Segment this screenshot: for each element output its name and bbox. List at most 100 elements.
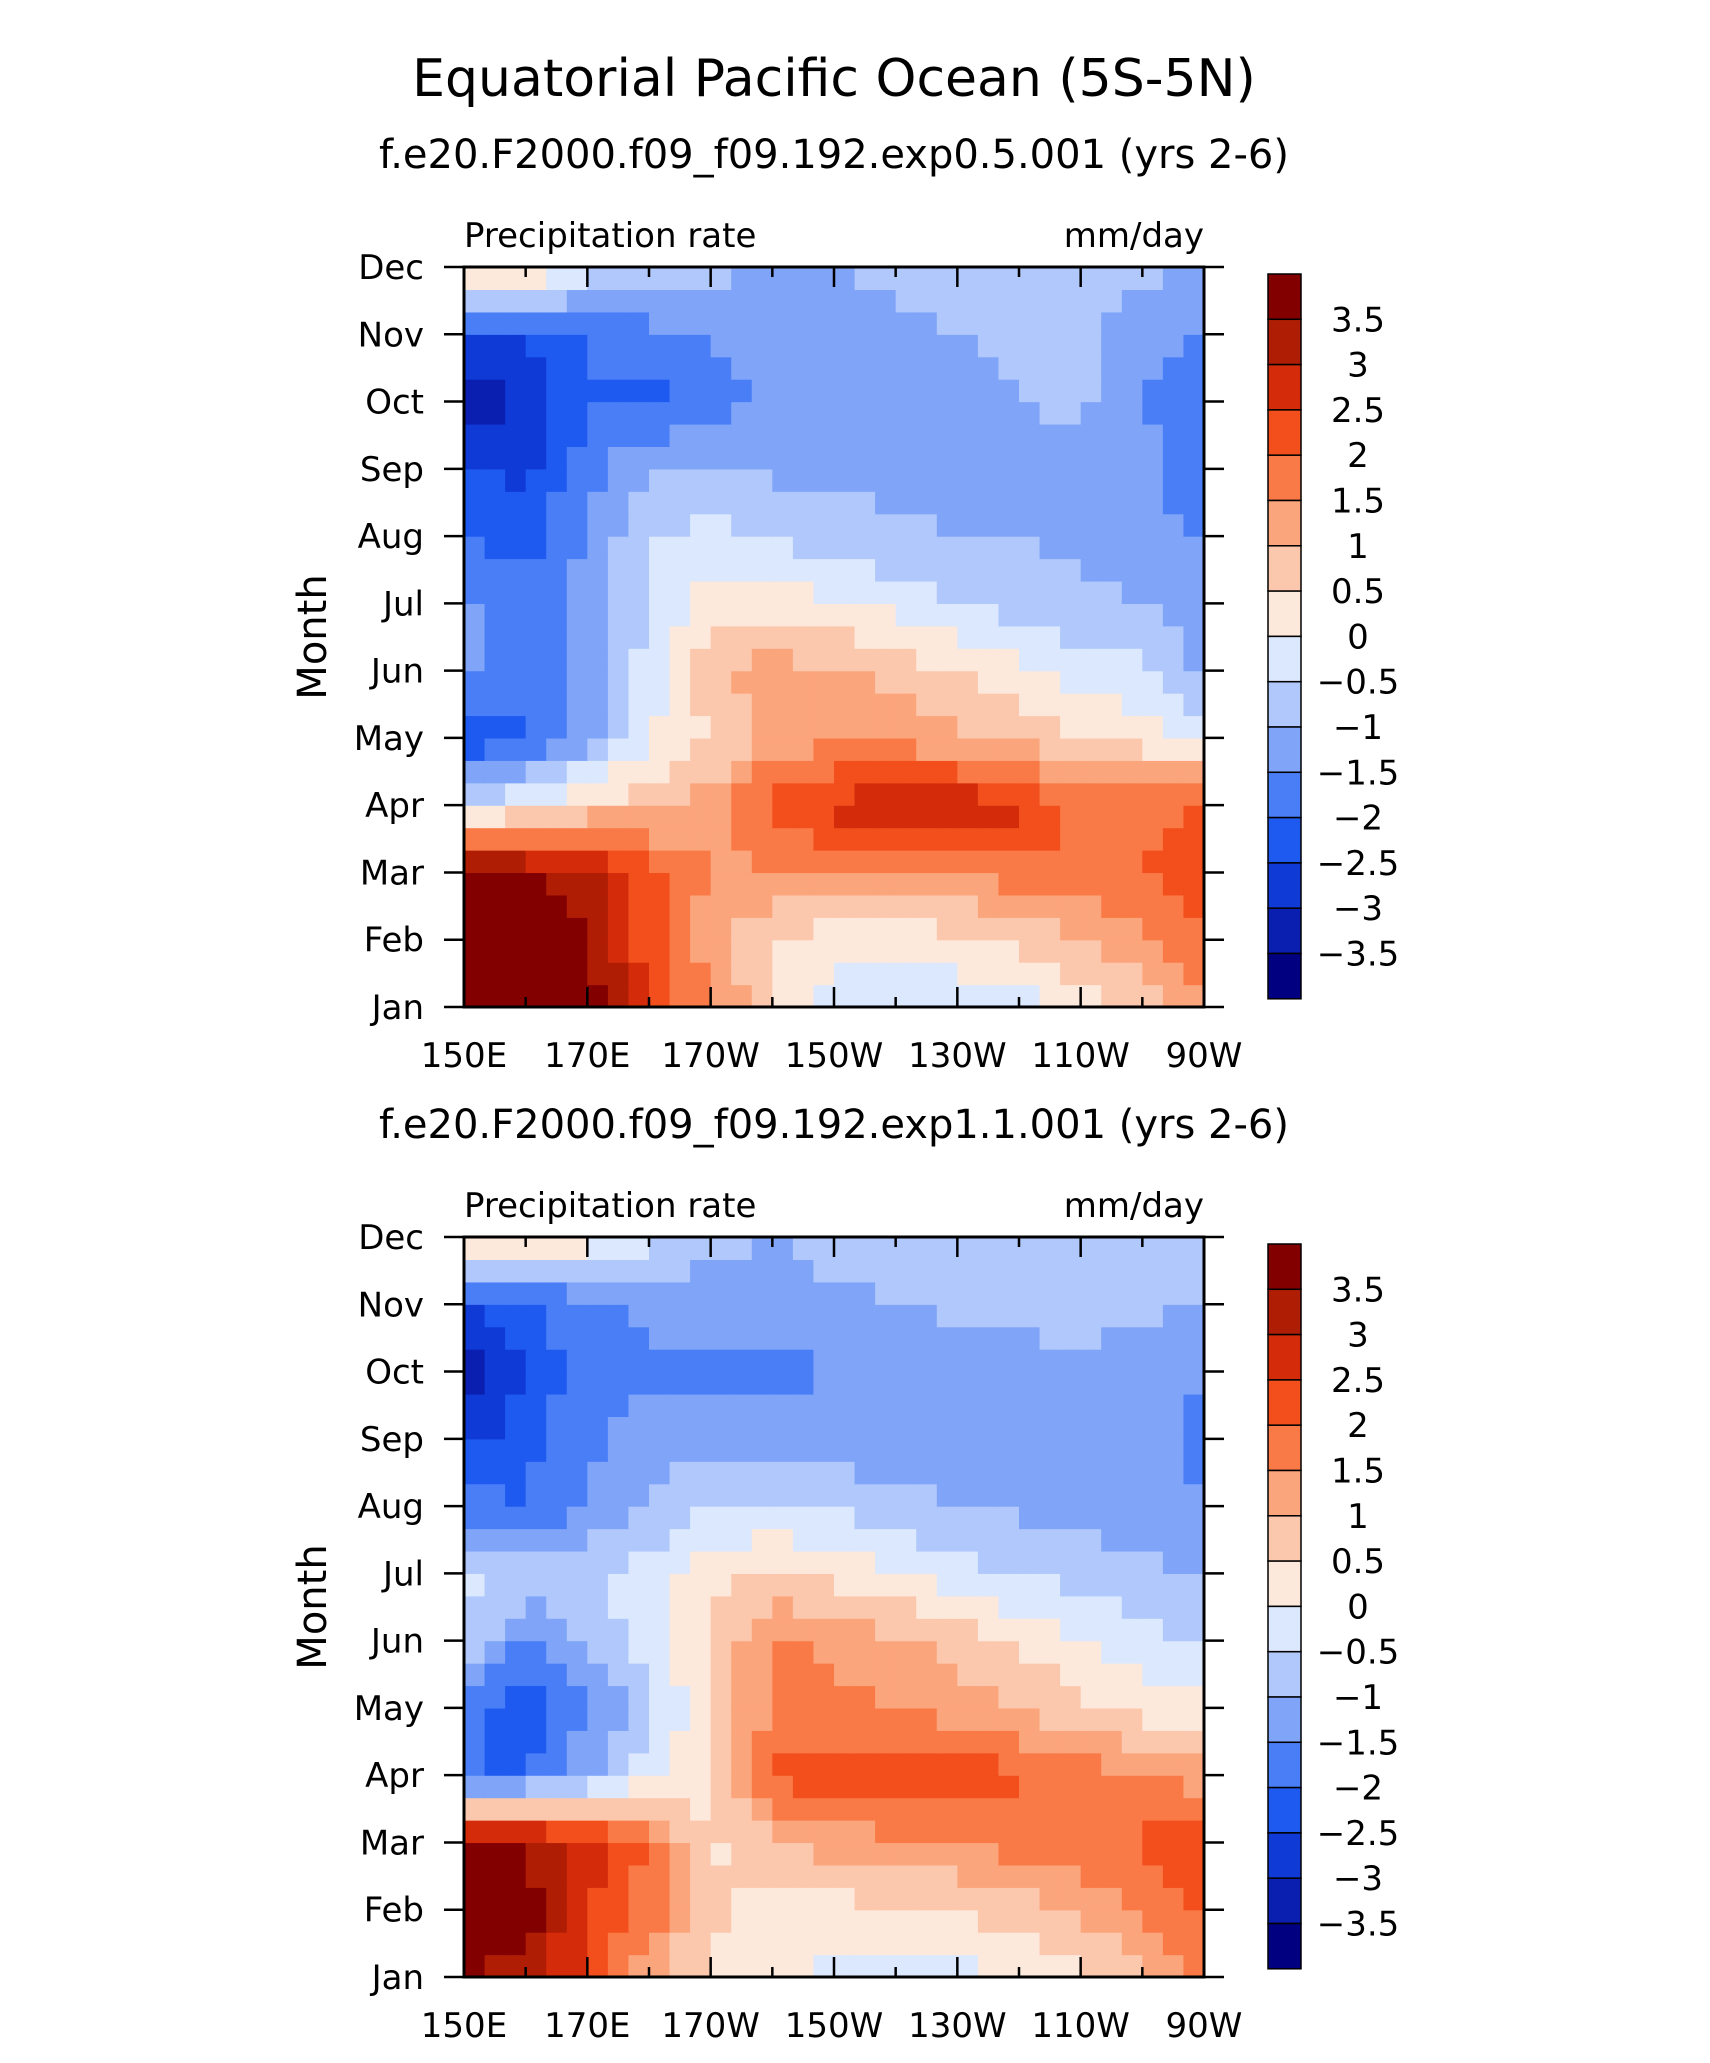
field-cell: [505, 468, 527, 492]
field-cell: [916, 962, 938, 986]
field-cell: [936, 1393, 958, 1417]
field-cell: [587, 1528, 609, 1552]
field-cell: [895, 962, 917, 986]
field-cell: [998, 715, 1020, 739]
field-cell: [587, 1685, 609, 1709]
field-cell: [1101, 334, 1123, 358]
field-cell: [936, 760, 958, 784]
field-cell: [731, 1775, 753, 1799]
field-cell: [1162, 1752, 1185, 1776]
field-cell: [792, 1707, 815, 1731]
field-cell: [977, 1797, 1000, 1821]
field-cell: [916, 1618, 938, 1642]
field-cell: [792, 468, 815, 492]
field-cell: [566, 805, 588, 829]
field-cell: [957, 1887, 979, 1911]
field-cell: [792, 939, 815, 963]
field-cell: [977, 1483, 1000, 1507]
field-cell: [525, 1259, 547, 1283]
field-cell: [772, 1909, 794, 1933]
field-cell: [751, 1752, 773, 1776]
field-cell: [1039, 715, 1061, 739]
field-cell: [546, 423, 568, 447]
field-cell: [587, 1887, 609, 1911]
field-cell: [875, 1685, 897, 1709]
x-tick-label: 170E: [544, 2006, 630, 2046]
field-cell: [484, 1393, 506, 1417]
field-cell: [936, 894, 958, 918]
field-cell: [464, 1685, 486, 1709]
field-cell: [875, 1393, 897, 1417]
field-cell: [957, 1506, 979, 1530]
field-cell: [813, 1595, 835, 1619]
field-cell: [1080, 648, 1102, 672]
field-cell: [587, 1326, 609, 1350]
field-cell: [649, 289, 671, 313]
field-cell: [834, 1595, 856, 1619]
field-cell: [834, 1730, 856, 1754]
field-cell: [690, 715, 712, 739]
field-cell: [484, 760, 506, 784]
field-cell: [977, 468, 1000, 492]
field-cell: [1142, 782, 1164, 806]
field-cell: [587, 1393, 609, 1417]
field-cell: [566, 1237, 588, 1261]
field-cell: [1019, 894, 1041, 918]
field-cell: [1183, 423, 1205, 447]
field-cell: [1101, 1909, 1123, 1933]
field-cell: [998, 491, 1020, 515]
field-cell: [649, 446, 671, 470]
field-cell: [525, 827, 547, 851]
field-cell: [525, 1528, 547, 1552]
field-cell: [505, 1281, 527, 1305]
field-cell: [566, 984, 588, 1008]
field-cell: [957, 962, 979, 986]
field-cell: [875, 513, 897, 537]
field-cell: [1080, 737, 1102, 761]
field-cell: [834, 491, 856, 515]
colorbar-label: −0.5: [1317, 663, 1400, 703]
field-cell: [525, 1595, 547, 1619]
field-cell: [710, 468, 732, 492]
field-cell: [875, 894, 897, 918]
field-cell: [854, 1954, 876, 1978]
field-cell: [464, 850, 486, 874]
field-cell: [1080, 558, 1102, 582]
colorbar-label: −2.5: [1317, 1814, 1400, 1854]
field-cell: [525, 962, 547, 986]
field-cell: [1142, 1640, 1164, 1664]
field-cell: [669, 1775, 691, 1799]
field-cell: [649, 1281, 671, 1305]
field-cell: [751, 805, 773, 829]
field-cell: [936, 558, 958, 582]
field-cell: [546, 356, 568, 380]
field-cell: [710, 379, 732, 403]
field-cell: [1183, 805, 1205, 829]
field-cell: [936, 1506, 958, 1530]
field-cell: [731, 939, 753, 963]
field-cell: [607, 1752, 630, 1776]
field-cell: [1121, 1438, 1143, 1462]
field-cell: [751, 1909, 773, 1933]
panel-title: f.e20.F2000.f09_f09.192.exp0.5.001 (yrs …: [379, 132, 1289, 178]
field-cell: [1162, 1618, 1185, 1642]
field-cell: [1101, 580, 1123, 604]
field-cell: [484, 1887, 506, 1911]
field-cell: [895, 1932, 917, 1956]
field-cell: [669, 356, 691, 380]
field-cell: [525, 1752, 547, 1776]
field-cell: [587, 1237, 609, 1261]
field-cell: [505, 1326, 527, 1350]
field-cell: [505, 1438, 527, 1462]
field-cell: [1142, 625, 1164, 649]
field-cell: [587, 334, 609, 358]
field-cell: [1019, 827, 1041, 851]
field-cell: [607, 468, 630, 492]
field-cell: [607, 603, 630, 627]
field-cell: [1142, 917, 1164, 941]
field-cell: [875, 670, 897, 694]
field-cell: [834, 1506, 856, 1530]
field-cell: [1101, 1506, 1123, 1530]
field-cell: [505, 1932, 527, 1956]
field-cell: [607, 648, 630, 672]
